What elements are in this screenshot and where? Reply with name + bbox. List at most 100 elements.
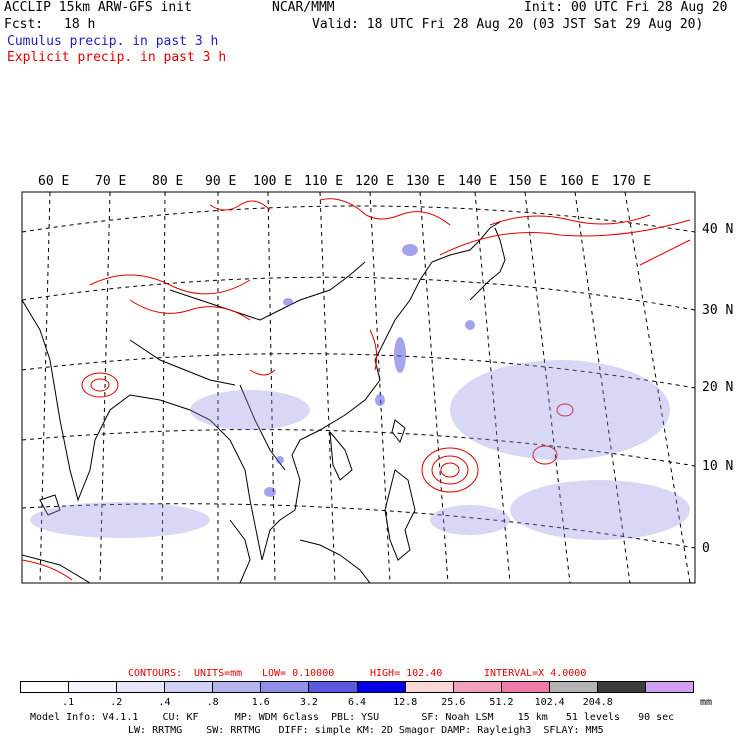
border-line-1 [169, 261, 366, 321]
typhoon-contour [421, 447, 479, 493]
scale-tick-label: .2 [110, 697, 123, 708]
scale-swatch [357, 682, 406, 692]
lon-line-160 [574, 192, 631, 583]
red-contour [129, 299, 251, 321]
red-contour-cell [556, 403, 574, 417]
light-blue-area [430, 505, 510, 535]
lon-label: 70 E [95, 174, 126, 189]
contours-low: LOW= 0.10000 [262, 668, 335, 679]
red-contour [209, 200, 271, 211]
scale-tick-label: 51.2 [489, 697, 514, 708]
scale-tick-label: .1 [62, 697, 75, 708]
lon-line-120 [369, 192, 391, 583]
red-contour-cell [81, 372, 119, 398]
red-contour [22, 559, 73, 581]
scale-tick-label: 102.4 [534, 697, 565, 708]
scale-swatch [549, 682, 598, 692]
lon-label: 80 E [152, 174, 183, 189]
contours-label: CONTOURS: [128, 668, 183, 679]
lon-line-80 [161, 192, 166, 583]
scale-swatch [405, 682, 454, 692]
scale-swatch [597, 682, 647, 692]
lon-line-170 [624, 192, 691, 583]
red-contour-cell [90, 378, 110, 392]
init-time: Init: 00 UTC Fri 28 Aug 20 [524, 0, 728, 15]
lat-label: 20 N [702, 380, 733, 395]
red-contour [369, 329, 378, 371]
lon-label: 90 E [205, 174, 236, 189]
red-contour [319, 198, 451, 226]
red-contour [249, 369, 276, 376]
india-coast [22, 299, 263, 561]
scale-tick-label: 25.6 [441, 697, 466, 708]
explicit-label: Explicit precip. in past 3 h [7, 50, 227, 65]
typhoon-contour [440, 462, 460, 478]
explicit-precip-contours [22, 198, 691, 581]
scale-swatch [261, 682, 310, 692]
scale-swatch [646, 682, 694, 692]
model-info-line-2: LW: RRTMG SW: RRTMG DIFF: simple KM: 2D … [128, 725, 604, 736]
lon-label: 100 E [253, 174, 292, 189]
sumatra-coast [22, 554, 91, 583]
lat-label: 30 N [702, 303, 733, 318]
malay-coast [229, 519, 251, 583]
valid-time: Valid: 18 UTC Fri 28 Aug 20 (03 JST Sat … [312, 17, 704, 32]
blue-cell [402, 244, 418, 256]
fcst-value: 18 h [64, 17, 96, 32]
sri-lanka-island [39, 494, 61, 516]
model-info-line-1: Model Info: V4.1.1 CU: KF MP: WDM 6class… [30, 712, 675, 723]
red-contour [489, 214, 651, 226]
lat-label: 10 N [702, 459, 733, 474]
blue-cell [283, 298, 293, 306]
lat-label: 40 N [702, 222, 733, 237]
scale-swatch [309, 682, 358, 692]
korea-coast [431, 221, 501, 263]
lat-labels: 40 N 30 N 20 N 10 N 0 [702, 222, 733, 556]
lat-line-20 [22, 353, 695, 389]
japan-coast [469, 227, 506, 301]
fcst-label: Fcst: [4, 17, 44, 32]
lat-line-10 [22, 429, 695, 467]
red-contour [89, 274, 251, 295]
scale-swatch [501, 682, 550, 692]
light-blue-area [30, 502, 210, 538]
lat-label: 0 [702, 541, 710, 556]
scale-tick-label: 6.4 [348, 697, 367, 708]
blue-cell [264, 487, 276, 497]
red-contour [639, 239, 691, 266]
blue-cell [394, 337, 406, 373]
scale-swatch [165, 682, 214, 692]
contours-interval: INTERVAL=X 4.0000 [484, 668, 587, 679]
red-contour [439, 219, 691, 256]
blue-cell [276, 456, 284, 464]
light-cumulus-shading [30, 360, 690, 540]
scale-swatch [213, 682, 262, 692]
scale-swatch [69, 682, 118, 692]
china-coast [261, 261, 433, 561]
lon-labels: 60 E 70 E 80 E 90 E 100 E 110 E 120 E 130 E 140 … [38, 174, 651, 189]
graticule [22, 192, 695, 583]
scale-tick-label: 12.8 [393, 697, 418, 708]
light-blue-area [510, 480, 690, 540]
light-blue-area [190, 390, 310, 430]
legend-unit: mm [700, 697, 713, 708]
scale-tick-label: 204.8 [582, 697, 613, 708]
model-title: ACCLIP 15km ARW-GFS init [4, 0, 192, 15]
lon-line-150 [524, 192, 571, 583]
red-contour-cell [532, 445, 558, 465]
lon-label: 160 E [560, 174, 599, 189]
scale-tick-label: .8 [206, 697, 219, 708]
lon-line-100 [267, 192, 276, 583]
lon-label: 150 E [508, 174, 547, 189]
scale-swatch [117, 682, 166, 692]
org-label: NCAR/MMM [272, 0, 335, 15]
contours-units: UNITS=mm [194, 668, 243, 679]
hainan-island [329, 430, 353, 481]
light-blue-area [450, 360, 670, 460]
borneo-coast [299, 539, 371, 583]
scale-swatch [453, 682, 502, 692]
blue-cell [375, 394, 385, 406]
lat-line-40 [22, 205, 695, 233]
lon-label: 110 E [304, 174, 343, 189]
